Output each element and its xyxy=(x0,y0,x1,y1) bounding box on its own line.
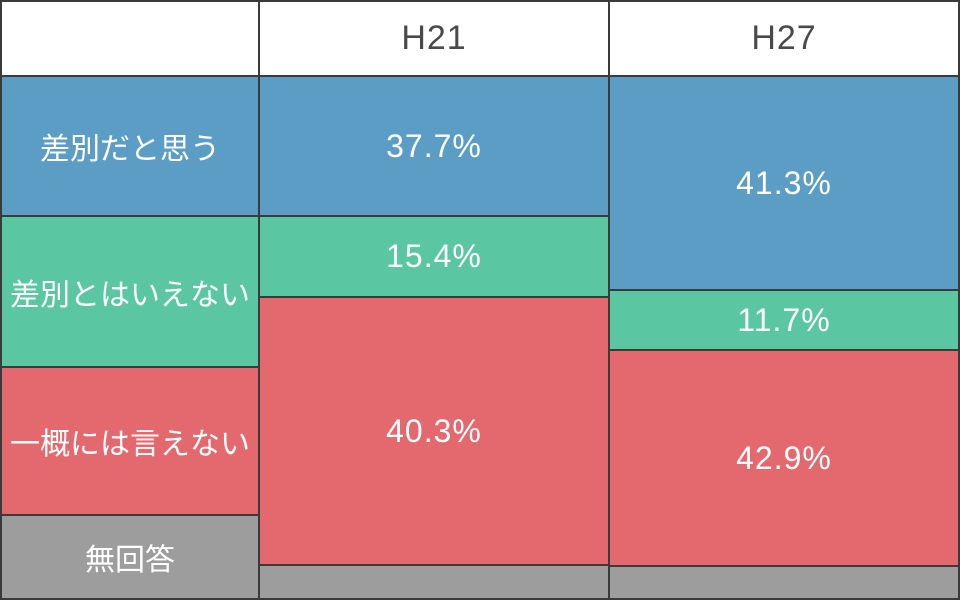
cell-h27-think-discrimination: 41.3% xyxy=(610,77,958,291)
cell-h27-cannot-say: 42.9% xyxy=(610,351,958,567)
h27-column: H27 41.3% 11.7% 42.9% xyxy=(610,2,958,598)
cell-h21-cannot-say: 40.3% xyxy=(260,298,608,566)
h21-column: H21 37.7% 15.4% 40.3% xyxy=(260,2,610,598)
row-label-no-answer: 無回答 xyxy=(2,516,258,598)
cell-h21-no-answer xyxy=(260,566,608,598)
row-label-cannot-say: 一概には言えない xyxy=(2,368,258,516)
column-header-h27: H27 xyxy=(610,2,958,77)
row-label-think-discrimination: 差別だと思う xyxy=(2,77,258,217)
labels-column: 差別だと思う 差別とはいえない 一概には言えない 無回答 xyxy=(2,2,260,598)
cell-h21-not-discrimination: 15.4% xyxy=(260,217,608,298)
row-label-not-discrimination: 差別とはいえない xyxy=(2,217,258,368)
column-header-h21: H21 xyxy=(260,2,608,77)
cell-h21-think-discrimination: 37.7% xyxy=(260,77,608,217)
cell-h27-not-discrimination: 11.7% xyxy=(610,291,958,351)
cell-h27-no-answer xyxy=(610,567,958,598)
header-blank-cell xyxy=(2,2,258,77)
